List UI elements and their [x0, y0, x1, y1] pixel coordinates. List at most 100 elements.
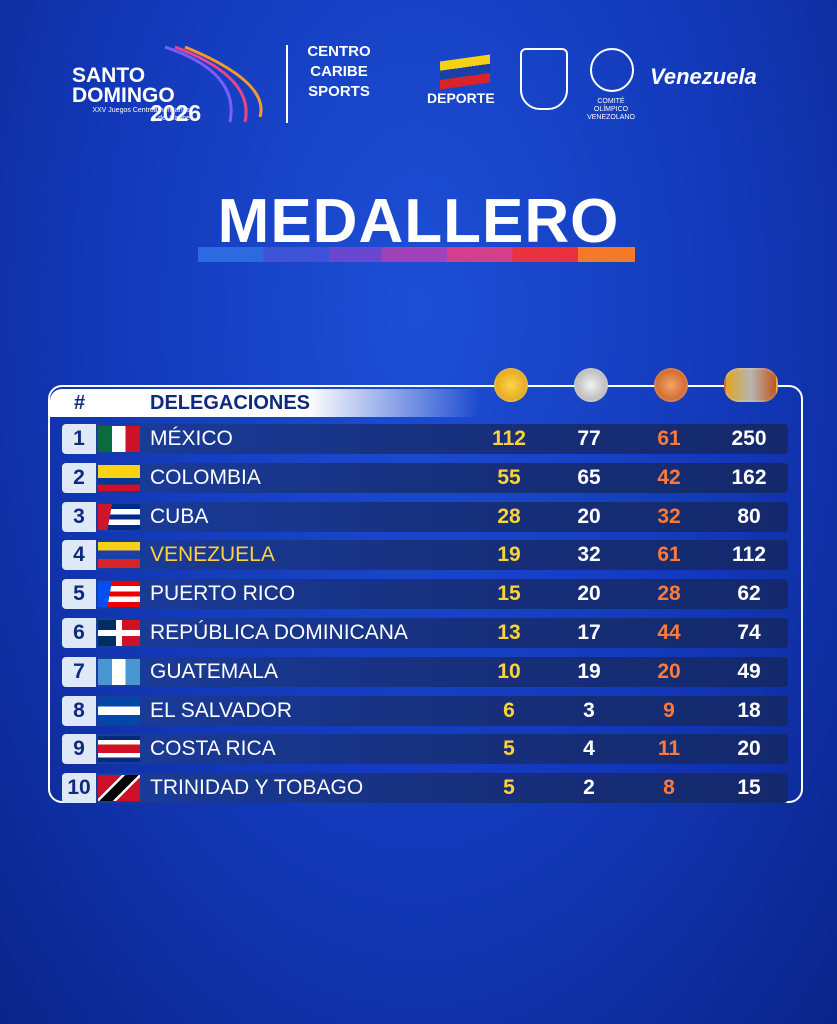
silver-count: 17	[577, 621, 601, 644]
bronze-count: 44	[657, 621, 681, 644]
gold-count: 28	[497, 504, 521, 528]
event-year: 2026	[150, 100, 202, 126]
total-count: 74	[737, 621, 761, 644]
event-logo: SANTO DOMINGO	[72, 64, 175, 107]
table-row: 1 MÉXICO 112 77 61 250	[62, 424, 788, 454]
rank: 2	[62, 462, 96, 493]
event-line: DOMINGO	[72, 84, 175, 107]
silver-count: 19	[577, 659, 601, 683]
total-count: 250	[731, 427, 767, 450]
table-row: 2 COLOMBIA 55 65 42 162	[62, 462, 788, 493]
gold-count: 5	[503, 776, 515, 800]
gold-count: 15	[497, 582, 521, 606]
silver-count: 20	[577, 582, 601, 606]
bronze-count: 61	[657, 543, 681, 567]
gold-count: 10	[497, 659, 521, 683]
bronze-count: 9	[663, 698, 675, 722]
header-rank: #	[74, 392, 86, 414]
gold-medal	[494, 368, 528, 402]
crest	[520, 48, 568, 110]
bronze-count: 28	[657, 582, 681, 606]
silver-count: 65	[577, 465, 601, 489]
country: COLOMBIA	[150, 465, 261, 489]
silver-count: 2	[583, 776, 595, 800]
total-count: 15	[737, 776, 761, 800]
country: MÉXICO	[150, 427, 233, 450]
total-count: 20	[737, 737, 761, 761]
table-row: 5 PUERTO RICO 15 20 28 62	[62, 579, 788, 610]
total-count: 112	[732, 543, 766, 567]
comite-logo	[590, 48, 634, 92]
country: TRINIDAD Y TOBAGO	[150, 776, 364, 800]
table-row: 6 REPÚBLICA DOMINICANA 13 17 44 74	[62, 618, 788, 648]
silver-medal	[574, 368, 608, 402]
silver-count: 3	[583, 698, 595, 722]
flag	[98, 658, 140, 685]
event-line: SANTO	[72, 64, 146, 87]
divider	[286, 45, 288, 123]
flag	[98, 426, 140, 452]
centro-logo: CENTRO CARIBE SPORTS	[304, 42, 374, 102]
rank: 10	[62, 773, 96, 804]
country: VENEZUELA	[150, 543, 275, 567]
table-row: 3 CUBA 28 20 32 80	[62, 501, 788, 532]
gold-count: 55	[497, 465, 521, 489]
bronze-count: 32	[657, 504, 681, 528]
centro-line: CARIBE	[310, 63, 368, 80]
header-country: DELEGACIONES	[150, 392, 311, 414]
total-medals	[724, 368, 778, 402]
comite-text: COMITÉ OLÍMPICO VENEZOLANO	[587, 98, 635, 121]
country: REPÚBLICA DOMINICANA	[150, 621, 408, 644]
silver-count: 77	[577, 427, 601, 450]
title: MEDALLERO	[217, 187, 620, 256]
rank: 3	[62, 501, 96, 532]
bronze-medal	[654, 368, 688, 402]
flag	[98, 503, 140, 530]
silver-count: 20	[577, 504, 601, 528]
flag	[98, 464, 140, 491]
rank: 4	[62, 540, 96, 571]
rank: 7	[62, 656, 96, 687]
flag	[98, 542, 140, 569]
table-row: 8 EL SALVADOR 6 3 9 18	[62, 695, 788, 726]
total-count: 162	[731, 465, 767, 489]
flag	[98, 775, 140, 802]
silver-count: 4	[583, 737, 595, 761]
table-row: 4 VENEZUELA 19 32 61 112	[62, 540, 788, 571]
event-swoosh	[164, 45, 263, 123]
gold-count: 5	[503, 737, 515, 761]
gold-count: 112	[492, 427, 526, 450]
rank: 6	[62, 618, 96, 648]
total-count: 80	[737, 504, 761, 528]
rank: 9	[62, 734, 96, 765]
bronze-count: 61	[657, 427, 681, 450]
table-row: 7 GUATEMALA 10 19 20 49	[62, 656, 788, 687]
event-sub: XXV Juegos Centroamericanos y del Caribe	[92, 107, 190, 122]
silver-count: 32	[577, 543, 601, 567]
deporte-text: DEPORTE	[427, 90, 495, 106]
total-count: 18	[737, 698, 761, 722]
deporte-flag	[440, 54, 490, 90]
country: COSTA RICA	[150, 737, 276, 761]
country: CUBA	[150, 504, 209, 528]
table-row: 10 TRINIDAD Y TOBAGO 5 2 8 15	[62, 773, 788, 804]
bronze-count: 42	[657, 465, 681, 489]
gold-count: 13	[497, 621, 521, 644]
flag	[98, 581, 140, 608]
bronze-count: 11	[657, 737, 681, 761]
table-header-bg	[50, 389, 480, 417]
country: GUATEMALA	[150, 659, 278, 683]
bronze-count: 20	[657, 659, 681, 683]
title-bar	[198, 247, 635, 262]
country: PUERTO RICO	[150, 582, 296, 606]
flag	[98, 736, 140, 763]
gold-count: 6	[503, 698, 515, 722]
rank: 5	[62, 579, 96, 610]
centro-line: SPORTS	[308, 83, 370, 100]
flag	[98, 697, 140, 724]
rank: 8	[62, 695, 96, 726]
centro-line: CENTRO	[307, 43, 371, 60]
gold-count: 19	[497, 543, 521, 567]
venezuela-logo: Venezuela	[650, 64, 757, 89]
